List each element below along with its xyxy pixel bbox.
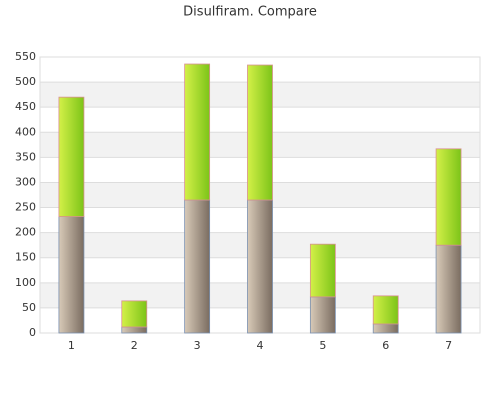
bar-segment	[372, 323, 399, 334]
x-tick-label: 2	[131, 339, 138, 352]
y-tick-label: 250	[15, 201, 36, 214]
y-tick-label: 0	[29, 326, 36, 339]
y-tick-label: 200	[15, 226, 36, 239]
bar-segment	[184, 63, 211, 201]
x-tick-label: 3	[194, 339, 201, 352]
bar-segment	[121, 326, 148, 334]
chart-title: Disulfiram. Compare	[183, 5, 317, 20]
y-tick-label: 50	[22, 301, 36, 314]
bar-segment	[435, 244, 462, 334]
y-tick-label: 350	[15, 150, 36, 163]
bar-segment	[247, 199, 273, 334]
x-tick-label: 4	[257, 339, 264, 352]
bar-segment	[309, 243, 336, 298]
y-tick-label: 500	[15, 75, 36, 88]
bar-segment	[309, 296, 336, 334]
bar-segment	[184, 199, 211, 334]
y-tick-label: 300	[15, 175, 36, 188]
y-tick-label: 450	[15, 100, 36, 113]
x-tick-label: 6	[382, 339, 389, 352]
x-tick-label: 1	[68, 339, 75, 352]
bar-segment	[247, 64, 273, 201]
bar-segment	[372, 295, 399, 325]
bar-segment	[58, 96, 85, 217]
bar-segment	[435, 148, 462, 246]
y-tick-label: 400	[15, 125, 36, 138]
x-tick-label: 7	[445, 339, 452, 352]
y-tick-label: 550	[15, 50, 36, 63]
x-tick-label: 5	[319, 339, 326, 352]
bar-segment	[58, 216, 85, 334]
bar-segment	[121, 300, 148, 328]
y-tick-label: 150	[15, 251, 36, 264]
y-tick-label: 100	[15, 276, 36, 289]
